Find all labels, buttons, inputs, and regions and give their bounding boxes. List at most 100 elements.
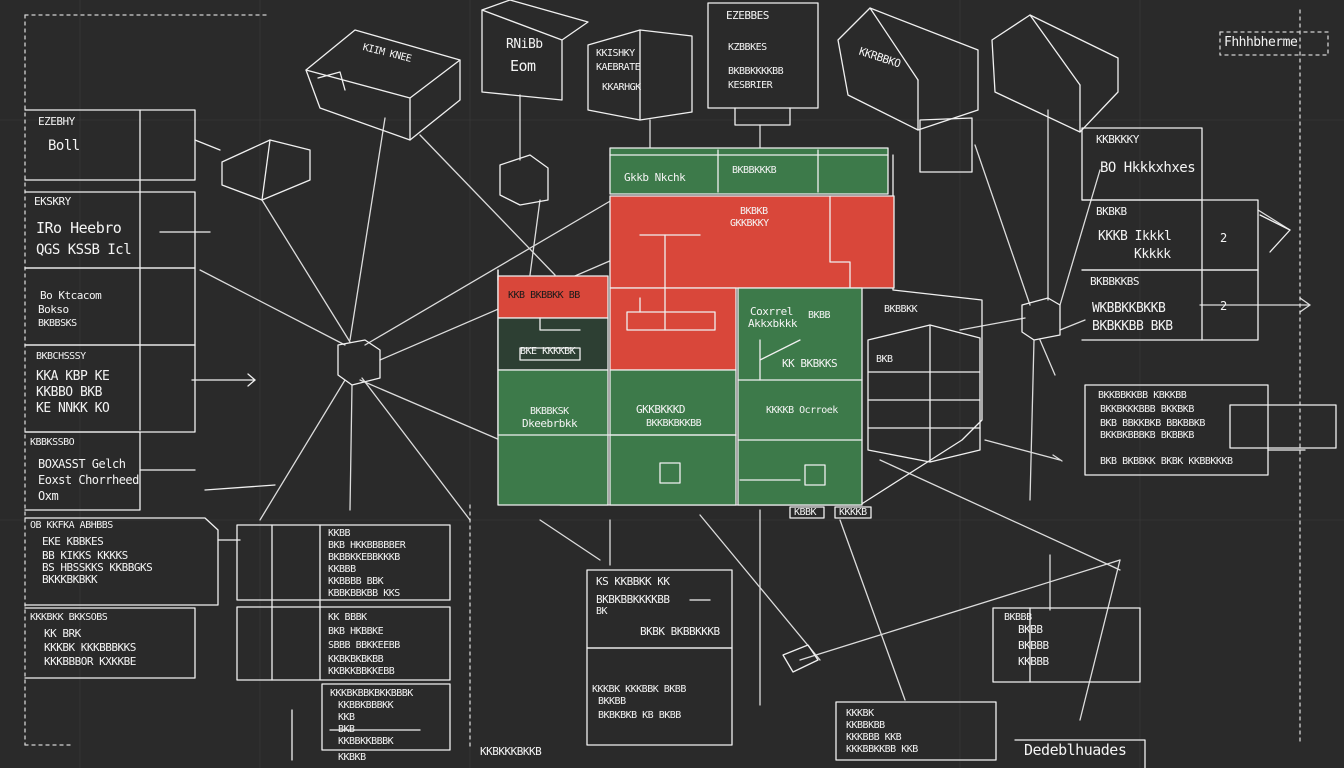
left-row-2-title: EKSKRY [34, 195, 71, 208]
under-tag-1: KBBK [794, 507, 817, 518]
table-2-line-3: SBBB BBKKEEBB [328, 640, 400, 651]
right-row-2-value: KKKB Ikkkl [1098, 229, 1172, 244]
left-row-4-b: KKBBO BKB [36, 385, 102, 400]
left-row-4-title: BKBCHSSSY [36, 351, 86, 362]
red-block-label-1: BKBKB [740, 206, 768, 217]
right-note-line-4: BKKBKBBBKB BKBBKB [1100, 430, 1194, 441]
left-row-4-a: KKA KBP KE [36, 369, 110, 384]
green-center-label-1: GKKBKKKD [636, 403, 685, 416]
table-2-line-5: KKBKKBBKKEBB [328, 666, 395, 677]
left-row-5-c: Oxm [38, 489, 59, 503]
right-note-line-1: BKKBBKKBB KBKKBB [1098, 390, 1187, 401]
left-row-5-b: Eoxst Chorrheed [38, 473, 139, 487]
bottom-left-note: KKBKKKBKKB [480, 745, 542, 758]
right-lower-line-3: BKBBB [1018, 639, 1049, 652]
cylinder-top-label: BKBBKK [884, 304, 918, 315]
under-tag-2: KKKKB [839, 507, 867, 518]
right-note-line-2: BKKBKKKBBB BKKBKB [1100, 404, 1194, 415]
center-lower-line-1: KS KKBBKK KK [596, 575, 670, 588]
table-3-line-5: KKBBKKBBBK [338, 736, 394, 747]
table-3-line-2: KKBBKBBBKK [338, 700, 394, 711]
cube-3-label-3: KKARHGK [602, 82, 641, 93]
top-cubes [221, 0, 1119, 386]
lower-left-boxes [24, 484, 276, 679]
center-lower-boxes [586, 569, 997, 761]
right-row-3-sub: BKBKKBB BKB [1092, 319, 1173, 334]
right-note-line-5: BKB BKBBKK BKBK KKBBKKKB [1100, 456, 1233, 467]
center-lower-line-6: BKKBB [598, 696, 626, 707]
top-box-label-4: KESBRIER [728, 80, 773, 91]
cube-2-label-2: Eom [510, 57, 536, 75]
right-row-2-sub: Kkkkk [1134, 247, 1171, 262]
table-2-line-2: BKB HKBBKE [328, 626, 384, 637]
right-row-3-value: WKBBKKBKKB [1092, 301, 1166, 316]
right-row-3-number: 2 [1220, 299, 1227, 313]
cylinder-label: BKB [876, 354, 893, 365]
left-row-3-sub: BKBBSKS [38, 318, 77, 329]
left-row-1-title: EZEBHY [38, 115, 75, 128]
left-row-3-title: Bo Ktcacom [40, 289, 102, 302]
corner-label-bottom-right: Dedeblhuades [1024, 741, 1127, 759]
lower-left-a5: BKKKBKBKK [42, 573, 98, 586]
green-strip-label: Gkkb Nkchk [624, 171, 686, 184]
green-left-label-2: Dkeebrbkk [522, 417, 578, 430]
center-lower-line-7: BKBKBKB KB BKBB [598, 710, 681, 721]
green-strip-label-right: BKBBKKKB [732, 165, 777, 176]
dark-block-label: BKE KKKKBK [520, 346, 576, 357]
center-block [497, 147, 983, 519]
green-right-label-4: KK BKBKKS [782, 357, 838, 370]
right-lower-line-2: BKBB [1018, 623, 1043, 636]
center-tables [236, 524, 451, 761]
right-row-2-number: 2 [1220, 231, 1227, 245]
cube-3-label-2: KAEBRATE [596, 62, 641, 73]
bottom-box-line-4: KKKBBKKBB KKB [846, 744, 918, 755]
table-3-line-1: KKKBKBBKBKKBBBK [330, 688, 413, 699]
lower-left-b2: KK BRK [44, 627, 81, 640]
outer-frames [24, 9, 1329, 751]
cube-3-label-1: KKISHKY [596, 48, 635, 59]
left-row-3-value: Bokso [38, 303, 69, 316]
right-note-line-3: BKB BBKKBKB BBKBBKB [1100, 418, 1205, 429]
left-row-5-a: BOXASST Gelch [38, 457, 126, 471]
table-1-line-5: KKBBBB BBK [328, 576, 384, 587]
lower-left-a4: BS HBSSKKS KKBBGKS [42, 561, 153, 574]
lower-left-b4: KKKBBBOR KXKKBE [44, 655, 136, 668]
green-center-label-2: BKKBKBKKBB [646, 418, 702, 429]
lower-left-a2: EKE KBBKES [42, 535, 104, 548]
corner-label-top-right: Fhhhbherme [1224, 35, 1298, 50]
right-row-1-title: KKBKKKY [1096, 133, 1139, 146]
left-row-2-value: IRo Heebro [36, 219, 122, 237]
table-3-line-3: KKB [338, 712, 355, 723]
table-3-line-6: KKBKB [338, 752, 366, 763]
top-box-label-1: EZEBBES [726, 9, 769, 22]
top-box-label-2: KZBBKES [728, 42, 767, 53]
right-row-3-title: BKBBKKBS [1090, 275, 1139, 288]
center-lower-line-3: BK [596, 606, 608, 617]
right-row-2-title: BKBKB [1096, 205, 1127, 218]
green-right-label-2: Akkxbkkk [748, 317, 797, 330]
center-lower-line-4: BKBK BKBBKKKB [640, 625, 720, 638]
table-1-line-6: KBBKBBKBB KKS [328, 588, 400, 599]
bottom-box-line-1: KKKBK [846, 708, 874, 719]
bottom-box-line-3: KKKBBB KKB [846, 732, 902, 743]
left-row-1-value: Boll [48, 138, 80, 154]
bottom-box-line-2: KKBBKBB [846, 720, 885, 731]
center-lower-line-5: KKKBK KKKBBK BKBB [592, 684, 686, 695]
center-lower-line-2: BKBKBBKKKKBB [596, 593, 670, 606]
green-right-label-1: Coxrrel [750, 305, 793, 318]
lower-left-b3: KKKBK KKKBBBKKS [44, 641, 136, 654]
table-2-line-4: KKBKBKBKBB [328, 654, 384, 665]
cube-2-label-1: RNiBb [506, 37, 543, 52]
table-1-line-4: KKBBB [328, 564, 356, 575]
left-row-4-c: KE NNKK KO [36, 401, 110, 416]
lower-left-a3: BB KIKKS KKKKS [42, 549, 128, 562]
right-lower-line-4: KKBBB [1018, 655, 1049, 668]
left-row-2-sub: QGS KSSB Icl [36, 242, 132, 258]
lower-left-b1: KKKBKK BKKSOBS [30, 612, 108, 623]
table-1-line-1: KKBB [328, 528, 351, 539]
right-row-1-value: BO Hkkkxhxes [1100, 160, 1196, 176]
lower-left-a1: OB KKFKA ABHBBS [30, 520, 113, 531]
table-3-line-4: BKB [338, 724, 355, 735]
green-left-label-1: BKBBKSK [530, 406, 569, 417]
